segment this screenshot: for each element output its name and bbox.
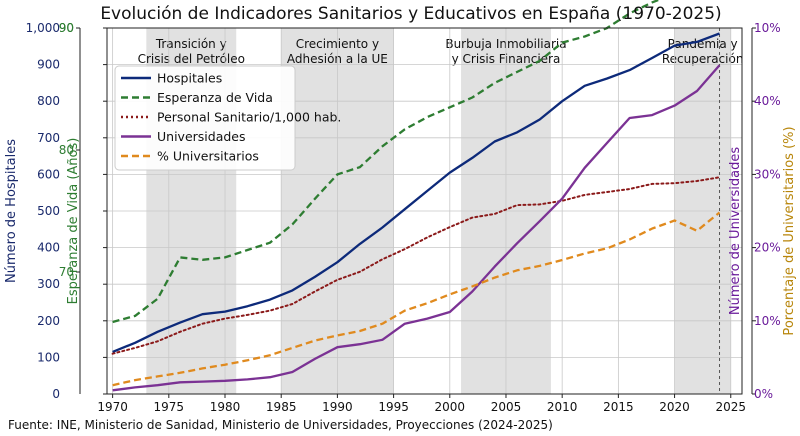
chart-title: Evolución de Indicadores Sanitarios y Ed… — [100, 4, 721, 24]
y-axis-label-life: Esperanza de Vida (Años) — [66, 138, 81, 305]
y-tick-label-life-top: 90 — [59, 21, 74, 35]
series-layer — [111, 0, 721, 392]
y-tick-label-hospitals: 400 — [37, 241, 60, 255]
y-tick-label-pct: 30% — [754, 167, 781, 181]
y-tick-label-hospitals: 600 — [37, 167, 60, 181]
period-label: Crisis del Petróleo — [138, 52, 245, 66]
x-tick-label: 1980 — [210, 400, 241, 414]
y-tick-label-hospitals: 100 — [37, 350, 60, 364]
axes: 1970 1975 1980 1985 1990 1995 2000 2005 2010 2015… — [4, 21, 797, 414]
period-label: Transición y — [155, 37, 227, 51]
y-tick-label-hospitals: 200 — [37, 314, 60, 328]
legend-label: % Universitarios — [157, 149, 259, 164]
y-tick-label-hospitals: 0 — [52, 387, 60, 401]
y-tick-label-hospitals: 900 — [37, 58, 60, 72]
legend-label: Universidades — [157, 129, 246, 144]
y-axis-label-hospitals: Número de Hospitales — [4, 139, 19, 283]
y-tick-label-hospitals: 1,000 — [26, 21, 60, 35]
y-axis-label-universities: Número de Universidades — [728, 147, 743, 315]
x-tick-label: 2015 — [603, 400, 634, 414]
y-tick-label-hospitals: 500 — [37, 204, 60, 218]
legend-box — [114, 65, 296, 171]
y-tick-label-life: 90 — [59, 21, 74, 35]
source-note: Fuente: INE, Ministerio de Sanidad, Mini… — [8, 418, 553, 432]
x-tick-label: 2025 — [715, 400, 746, 414]
y-tick-label-pct: 10% — [754, 314, 781, 328]
x-tick-label: 2020 — [659, 400, 690, 414]
x-tick-label: 1990 — [322, 400, 353, 414]
y-axis-label-pct: Porcentaje de Universitarios (%) — [782, 126, 797, 335]
y-tick-label-pct: 20% — [754, 241, 781, 255]
y-tick-label-hospitals: 800 — [37, 94, 60, 108]
y-tick-label-hospitals: 700 — [37, 131, 60, 145]
y-tick-label-pct: 0% — [754, 387, 773, 401]
legend: Hospitales Esperanza de Vida Personal Sani… — [114, 65, 341, 171]
series-line — [112, 0, 662, 324]
legend-label: Hospitales — [157, 71, 222, 86]
y-tick-label-pct: 40% — [754, 94, 781, 108]
x-tick-label: 1970 — [97, 400, 128, 414]
x-tick-label: 2010 — [547, 400, 578, 414]
legend-label: Esperanza de Vida — [157, 90, 273, 105]
y-tick-label-hospitals: 300 — [37, 277, 60, 291]
x-tick-label: 1985 — [266, 400, 297, 414]
y-tick-label-pct: 10% — [754, 21, 781, 35]
x-tick-label: 1975 — [154, 400, 185, 414]
series-line — [112, 32, 720, 353]
series-line — [112, 64, 721, 392]
series-line — [112, 211, 721, 387]
y-tick-label-life: 70 — [59, 265, 74, 279]
x-tick-label: 2000 — [435, 400, 466, 414]
y-tick-label-life: 80 — [59, 143, 74, 157]
period-label: Pandemia y — [668, 37, 738, 51]
series-line — [111, 176, 721, 355]
legend-label: Personal Sanitario/1,000 hab. — [157, 110, 341, 125]
x-tick-label: 2005 — [491, 400, 522, 414]
period-label: Recuperación — [662, 52, 744, 66]
x-tick-label: 1995 — [378, 400, 409, 414]
